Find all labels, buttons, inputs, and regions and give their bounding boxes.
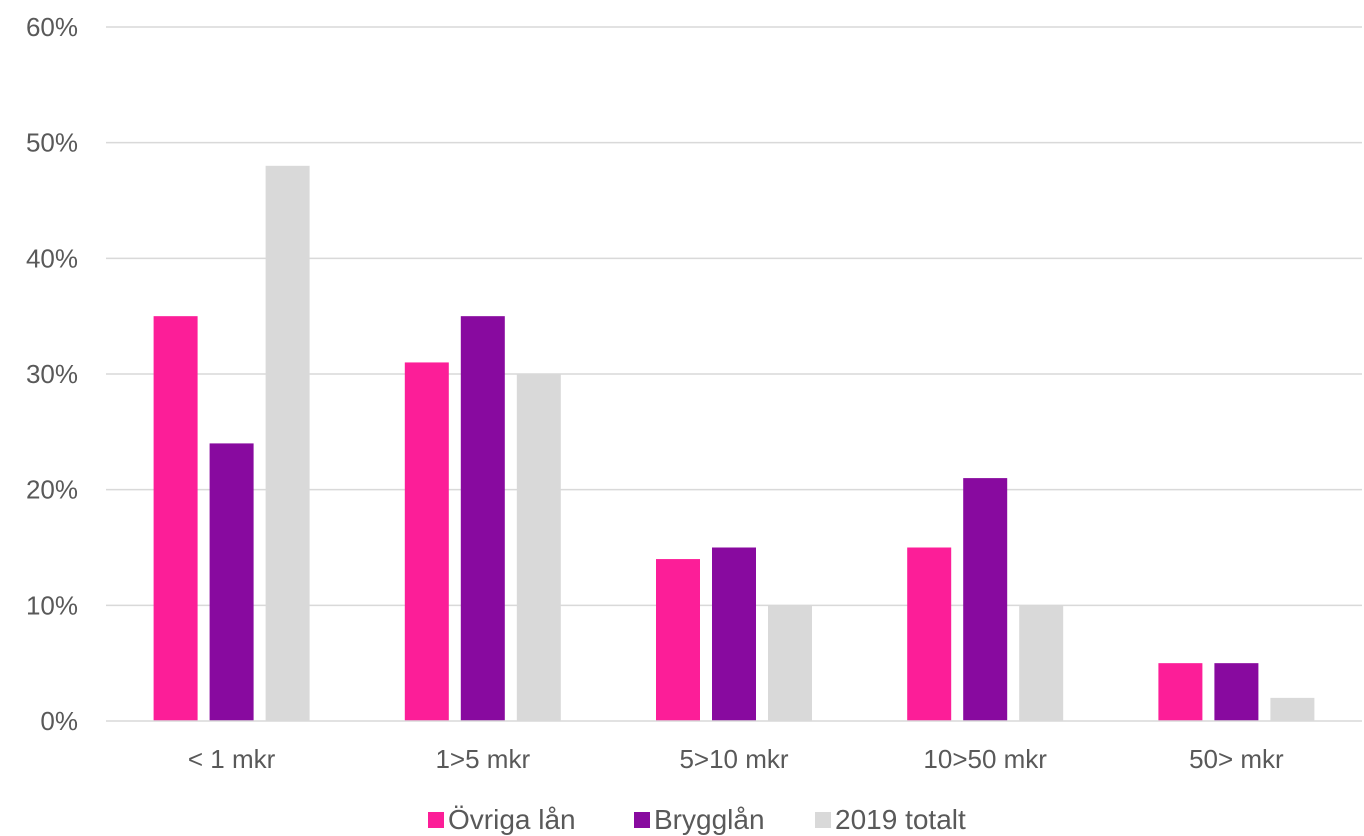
x-tick-label: 1>5 mkr bbox=[435, 744, 530, 774]
y-tick-label: 0% bbox=[40, 706, 78, 736]
bar bbox=[1214, 663, 1259, 721]
legend: Övriga lån Brygglån 2019 totalt bbox=[428, 804, 966, 835]
bar bbox=[153, 316, 198, 721]
y-tick-label: 40% bbox=[26, 243, 78, 273]
y-tick-label: 50% bbox=[26, 128, 78, 158]
bar bbox=[460, 316, 505, 721]
x-tick-label: 5>10 mkr bbox=[679, 744, 788, 774]
bar bbox=[209, 443, 254, 721]
bar bbox=[1019, 605, 1064, 721]
bar bbox=[404, 362, 449, 721]
bar bbox=[1158, 663, 1203, 721]
legend-label: Övriga lån bbox=[448, 804, 576, 835]
bar bbox=[1270, 697, 1315, 721]
bar bbox=[656, 559, 700, 721]
legend-swatch bbox=[428, 812, 444, 828]
x-tick-label: 10>50 mkr bbox=[923, 744, 1047, 774]
x-tick-label: < 1 mkr bbox=[188, 744, 276, 774]
y-tick-label: 10% bbox=[26, 590, 78, 620]
legend-label: Brygglån bbox=[654, 804, 765, 835]
bar bbox=[963, 478, 1008, 721]
legend-swatch bbox=[815, 812, 831, 828]
bar bbox=[907, 547, 952, 721]
bar bbox=[265, 165, 310, 722]
gridlines bbox=[106, 26, 1362, 607]
bar bbox=[516, 374, 561, 721]
legend-swatch bbox=[634, 812, 650, 828]
bar bbox=[768, 605, 812, 721]
y-axis-tick-labels: 0% 10% 20% 30% 40% 50% 60% bbox=[26, 12, 78, 736]
y-tick-label: 30% bbox=[26, 359, 78, 389]
y-tick-label: 20% bbox=[26, 475, 78, 505]
x-tick-label: 50> mkr bbox=[1189, 744, 1284, 774]
legend-label: 2019 totalt bbox=[835, 804, 966, 835]
y-tick-label: 60% bbox=[26, 12, 78, 42]
bar bbox=[712, 547, 756, 721]
x-axis-tick-labels: < 1 mkr 1>5 mkr 5>10 mkr 10>50 mkr 50> mkr bbox=[188, 744, 1284, 774]
bars bbox=[153, 165, 1315, 722]
